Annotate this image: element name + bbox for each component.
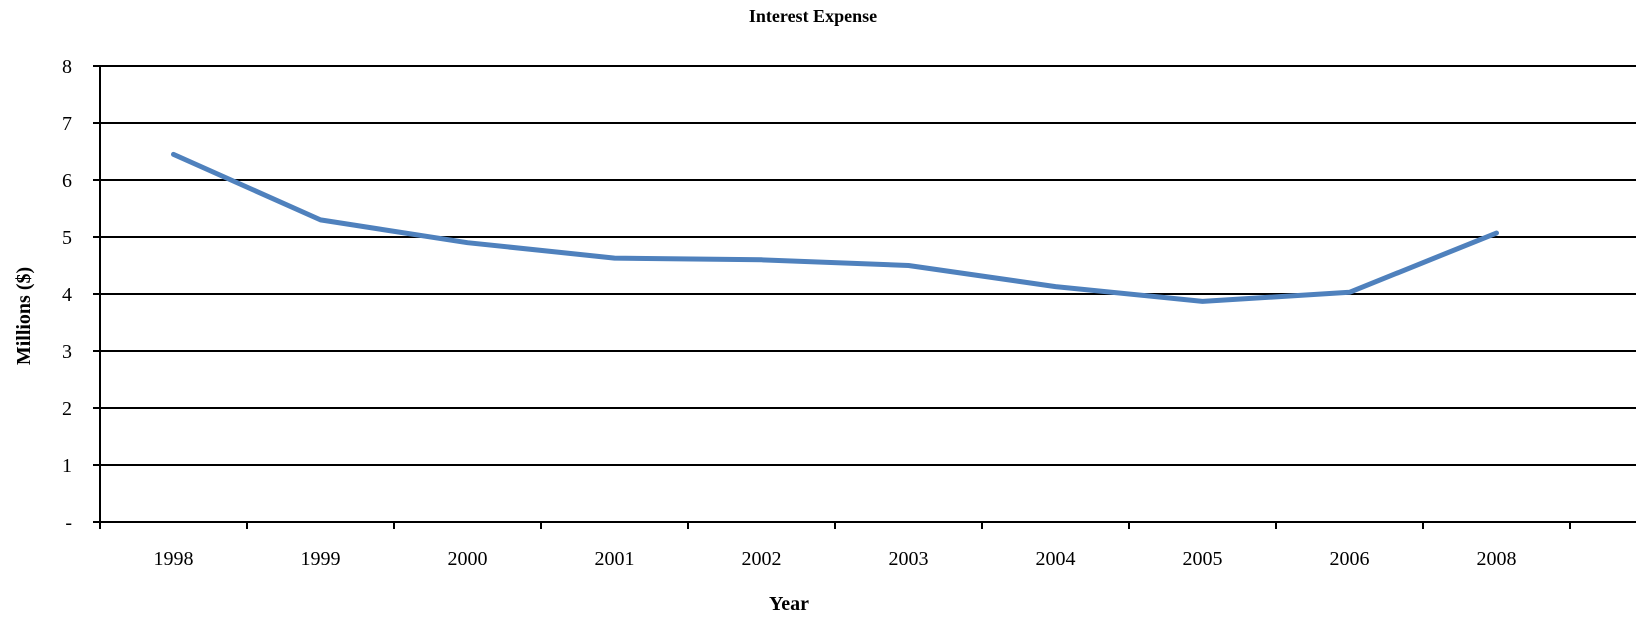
x-tick-label: 2001 <box>595 548 635 570</box>
series-line <box>171 151 1499 304</box>
x-axis-title: Year <box>769 593 809 615</box>
x-tick-label: 2003 <box>889 548 929 570</box>
gridlines <box>100 65 1636 466</box>
x-tick-label: 2004 <box>1036 548 1076 570</box>
x-tick-label: 2008 <box>1477 548 1517 570</box>
x-tick-label: 2005 <box>1183 548 1223 570</box>
y-tick-label: - <box>65 512 72 534</box>
y-tick-label: 8 <box>62 56 72 78</box>
x-tick-label: 2000 <box>448 548 488 570</box>
x-tick-label: 1998 <box>154 548 194 570</box>
y-tick-label: 1 <box>62 455 72 477</box>
y-tick-label: 5 <box>62 227 72 249</box>
y-axis-title: Millions ($) <box>13 267 35 365</box>
y-axis: - 1 2 3 4 5 6 7 8 <box>62 56 101 534</box>
x-tick-label: 2002 <box>742 548 782 570</box>
y-tick-label: 3 <box>62 341 72 363</box>
x-tick-label: 1999 <box>301 548 341 570</box>
y-tick-label: 2 <box>62 398 72 420</box>
x-tick-label: 2006 <box>1330 548 1370 570</box>
series-group <box>171 151 1499 304</box>
y-tick-label: 7 <box>62 113 72 135</box>
x-axis: 1998 1999 2000 2001 2002 2003 2004 2005 2006 2008 <box>99 521 1636 570</box>
chart-title: Interest Expense <box>749 6 877 26</box>
y-tick-label: 6 <box>62 170 72 192</box>
y-tick-label: 4 <box>62 284 72 306</box>
